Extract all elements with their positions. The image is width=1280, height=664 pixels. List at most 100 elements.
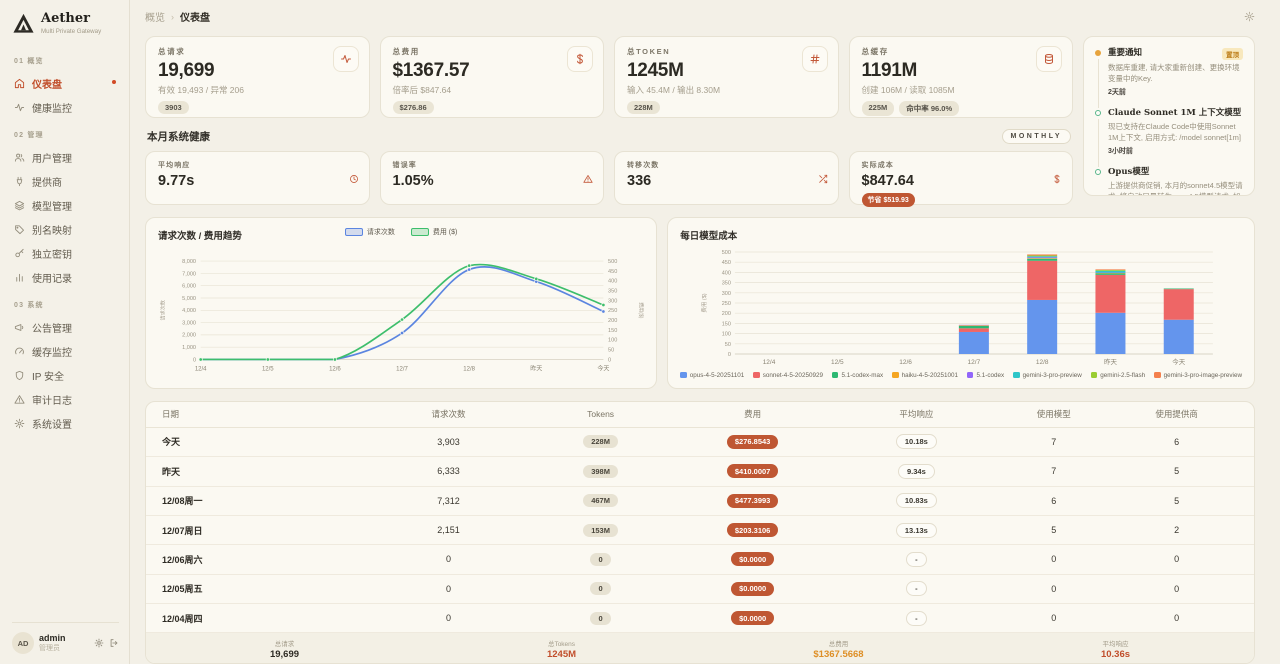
svg-text:4,000: 4,000 (182, 308, 196, 314)
sidebar-item-label: 缓存监控 (32, 347, 72, 359)
activity-icon (340, 54, 351, 63)
legend-label: haiku-4-5-20251001 (901, 371, 958, 379)
cost-badge: $477.3993 (726, 493, 779, 508)
sidebar-item-standalone-keys[interactable]: 独立密钥 (12, 241, 119, 265)
table-row: 12/06周六 0 0 $0.0000 - 0 0 (146, 545, 1254, 575)
column-header: 费用 (744, 409, 762, 420)
stat-value: $1367.57 (392, 59, 470, 81)
sidebar-item-usage-records[interactable]: 使用记录 (12, 265, 119, 289)
breadcrumb-current: 仪表盘 (180, 13, 210, 25)
column-header: Tokens (587, 409, 615, 420)
cell-requests: 3,903 (437, 436, 460, 447)
legend-item[interactable]: 费用 ($) (410, 227, 457, 237)
cell-date: 12/06周六 (162, 554, 203, 565)
footer-value: 10.36s (1100, 649, 1131, 661)
sidebar-item-system-settings[interactable]: 系统设置 (12, 411, 119, 435)
legend-item[interactable]: sonnet-4-5-20250929 (753, 372, 823, 379)
stat-badge: $276.86 (392, 100, 434, 114)
legend-label: 5.1-codex-max (841, 371, 884, 379)
logout-icon[interactable] (109, 638, 119, 648)
clock-icon (349, 174, 358, 183)
cell-requests: 0 (446, 613, 452, 624)
sidebar-item-announcements[interactable]: 公告管理 (12, 315, 119, 339)
notification-time: 3小时前 (1108, 148, 1133, 156)
sidebar-item-cache-monitor[interactable]: 缓存监控 (12, 339, 119, 363)
sidebar-item-label: 用户管理 (32, 153, 72, 165)
notification-title: Claude Sonnet 1M 上下文模型 (1108, 108, 1242, 119)
sidebar-item-model-management[interactable]: 模型管理 (12, 193, 119, 217)
svg-text:12/8: 12/8 (463, 366, 475, 372)
main-content: 概览 › 仪表盘 总请求 19,699 有效 19,493 / 异常 206 3903… (130, 0, 1280, 664)
svg-text:500: 500 (722, 250, 731, 256)
hash-icon (810, 54, 819, 64)
health-label: 转移次数 (627, 161, 660, 169)
notification-dot (112, 80, 116, 84)
settings-icon[interactable] (94, 638, 104, 648)
legend-item[interactable]: 5.1-codex (966, 371, 1004, 379)
response-badge: - (906, 610, 927, 626)
legend-item[interactable]: gemini-3-pro-image-preview (1154, 372, 1242, 379)
stat-label: 总TOKEN (627, 46, 671, 56)
sidebar-item-label: 使用记录 (32, 273, 72, 285)
sidebar-item-user-management[interactable]: 用户管理 (12, 145, 119, 169)
topbar: 概览 › 仪表盘 (145, 6, 1255, 28)
stat-card-total-tokens: 总TOKEN 1245M 输入 45.4M / 输出 8.30M 228M (614, 35, 839, 118)
table-row: 昨天 6,333 398M $410.0007 9.34s 7 5 (146, 457, 1254, 487)
legend-item[interactable]: haiku-4-5-20251001 (892, 372, 958, 379)
nav-section-label: 01 概览 (14, 58, 44, 65)
notification-time: 2天前 (1108, 89, 1126, 97)
table-row: 今天 3,903 228M $276.8543 10.18s 7 6 (146, 428, 1254, 458)
sidebar: Aether Multi Private Gateway 01 概览 仪表盘 健康监… (0, 0, 130, 664)
cost-badge: $0.0000 (731, 581, 775, 596)
breadcrumb-parent[interactable]: 概览 (145, 13, 165, 25)
sidebar-item-audit-logs[interactable]: 审计日志 (12, 387, 119, 411)
sidebar-item-alias-mapping[interactable]: 别名映射 (12, 217, 119, 241)
cell-providers: 0 (1174, 613, 1180, 624)
notification-item[interactable]: 重要通知 置顶 数据库重建, 请大家重新创建、更换环境变量中的Key. 2天前 (1095, 47, 1243, 109)
notification-item[interactable]: Claude Sonnet 1M 上下文模型 现已支持在Claude Code中使… (1095, 108, 1243, 168)
footer-label: 总费用 (828, 641, 849, 649)
svg-text:100: 100 (722, 331, 731, 337)
tag-icon (15, 224, 24, 234)
sidebar-item-label: 模型管理 (32, 201, 72, 213)
cost-badge: $276.8543 (726, 434, 779, 449)
legend-item[interactable]: gemini-2.5-flash (1090, 372, 1145, 379)
svg-text:0: 0 (193, 357, 196, 363)
stat-label: 总费用 (392, 46, 420, 56)
sidebar-item-health-monitor[interactable]: 健康监控 (12, 95, 119, 119)
svg-text:200: 200 (722, 311, 731, 317)
app-title: Aether (41, 11, 90, 27)
savings-badge: 节省 $519.93 (861, 192, 915, 207)
legend-label: gemini-3-pro-image-preview (1163, 371, 1242, 379)
legend-item[interactable]: gemini-3-pro-preview (1013, 372, 1082, 379)
cell-models: 0 (1051, 583, 1057, 594)
stat-badge: 命中率 96.0% (899, 100, 960, 116)
cell-date: 12/07周日 (162, 525, 203, 536)
legend-item[interactable]: 5.1-codex-max (831, 371, 884, 379)
legend-swatch (966, 371, 974, 379)
stat-card-total-cost: 总费用 $1367.57 倍率后 $847.64 $276.86 (379, 35, 604, 118)
notifications-panel: 重要通知 置顶 数据库重建, 请大家重新创建、更换环境变量中的Key. 2天前 Clau… (1083, 35, 1255, 196)
legend-label: opus-4-5-20251101 (689, 371, 745, 379)
sidebar-item-ip-security[interactable]: IP 安全 (12, 363, 119, 387)
monthly-tag[interactable]: MONTHLY (1001, 128, 1071, 144)
stat-badge: 228M (627, 100, 660, 114)
sidebar-item-label: 系统设置 (32, 419, 72, 431)
legend-swatch (753, 371, 760, 379)
cell-models: 0 (1051, 554, 1057, 565)
sidebar-item-providers[interactable]: 提供商 (12, 169, 119, 193)
svg-text:250: 250 (722, 301, 731, 307)
timeline-dot-icon (1095, 110, 1101, 117)
avatar: AD (12, 632, 34, 654)
legend-item[interactable]: 请求次数 (344, 227, 395, 237)
svg-text:12/7: 12/7 (396, 366, 408, 372)
svg-text:250: 250 (608, 308, 617, 314)
sidebar-item-label: 健康监控 (32, 103, 72, 115)
sidebar-item-dashboard[interactable]: 仪表盘 (12, 71, 119, 95)
bar-chart-icon (16, 273, 23, 282)
health-card-avg-response: 平均响应 9.77s (145, 150, 370, 205)
legend-item[interactable]: opus-4-5-20251101 (680, 372, 744, 379)
breadcrumb-separator: › (171, 11, 174, 22)
theme-toggle-icon[interactable] (1244, 11, 1255, 22)
